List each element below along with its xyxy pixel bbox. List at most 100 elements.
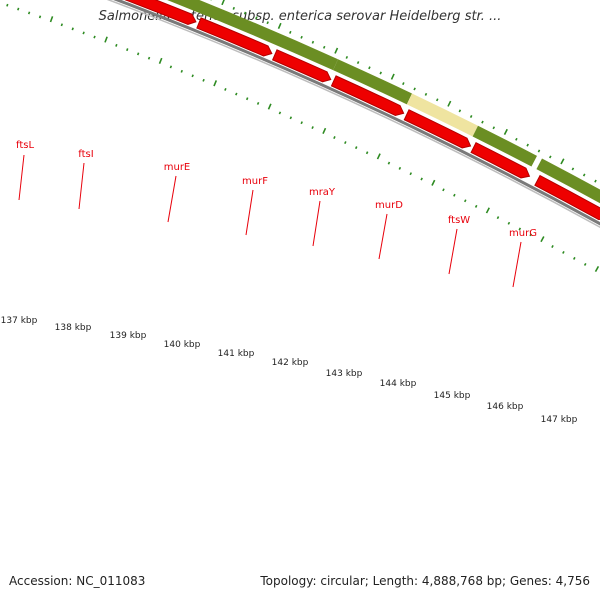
minor-tick: [136, 52, 140, 56]
minor-tick: [235, 92, 238, 96]
feature-segment: [333, 59, 412, 105]
gene-arrow: [271, 49, 332, 83]
gene-arrow: [470, 141, 531, 179]
scale-label: 139 kbp: [110, 331, 147, 341]
major-tick: [267, 103, 272, 110]
gene-label-ftsW: ftsW: [448, 215, 470, 226]
scale-labels: 137 kbp 138 kbp 139 kbp 140 kbp 141 kbp 142 k…: [1, 316, 578, 425]
minor-tick: [518, 227, 522, 231]
minor-tick: [232, 6, 235, 10]
scale-label: 143 kbp: [326, 369, 363, 379]
minor-tick: [354, 146, 358, 150]
gene-arrow: [330, 75, 405, 116]
minor-tick: [582, 173, 586, 177]
scale-label: 138 kbp: [55, 323, 92, 333]
minor-tick: [409, 172, 413, 176]
minor-tick: [469, 114, 473, 118]
minor-tick: [562, 250, 565, 254]
minor-tick: [300, 35, 303, 39]
minor-tick: [496, 216, 500, 220]
gene-label-murD: murD: [375, 200, 403, 211]
minor-tick: [345, 55, 349, 59]
major-tick: [334, 47, 339, 54]
minor-tick: [289, 116, 293, 120]
backbone-line: [106, 0, 600, 229]
gene-arrow-track: [124, 0, 600, 221]
major-tick: [485, 207, 490, 214]
minor-tick: [180, 69, 183, 73]
major-tick: [158, 57, 163, 64]
gene-label-ftsI: ftsI: [78, 149, 93, 160]
minor-tick: [572, 256, 576, 260]
minor-tick: [548, 155, 552, 159]
major-tick: [594, 265, 600, 272]
gene-leader-line: [245, 189, 254, 236]
minor-tick: [311, 126, 314, 130]
minor-tick: [368, 66, 371, 70]
minor-tick: [529, 233, 532, 237]
feature-segment: [536, 158, 600, 204]
gene-leader-line: [312, 200, 321, 247]
minor-tick: [60, 23, 64, 27]
minor-tick: [256, 101, 260, 105]
scale-label: 146 kbp: [487, 402, 524, 412]
minor-tick: [289, 30, 292, 34]
minor-tick: [413, 87, 416, 91]
gene-label-ftsL: ftsL: [16, 140, 34, 151]
minor-tick: [474, 204, 478, 208]
scale-label: 147 kbp: [541, 415, 578, 425]
minor-tick: [481, 120, 484, 124]
minor-tick: [224, 87, 227, 91]
scale-tick-track: [6, 3, 600, 272]
minor-tick: [243, 11, 247, 15]
minor-tick: [463, 199, 467, 203]
minor-tick: [537, 149, 541, 153]
minor-tick: [82, 31, 85, 35]
minor-tick: [379, 71, 382, 75]
minor-tick: [38, 15, 42, 19]
gene-label-murG: murG: [509, 228, 537, 239]
gene-leader-line: [512, 241, 522, 288]
major-tick: [447, 100, 452, 107]
accession-text: Accession: NC_011083: [9, 574, 146, 588]
gene-leader-line: [167, 175, 177, 223]
major-tick: [322, 127, 327, 134]
major-tick: [376, 153, 381, 160]
upper-tick-track: [210, 0, 597, 183]
minor-tick: [71, 27, 74, 31]
major-tick: [560, 158, 565, 165]
feature-track: [166, 0, 600, 204]
major-tick: [503, 128, 508, 136]
minor-tick: [202, 78, 205, 82]
gene-leader-line: [448, 228, 458, 275]
major-tick: [277, 22, 282, 29]
minor-tick: [402, 82, 405, 86]
minor-tick: [435, 98, 439, 102]
minor-tick: [115, 43, 118, 47]
gene-labels: ftsL ftsI murE murF mraY murD ftsW murG: [16, 140, 537, 288]
minor-tick: [126, 48, 129, 52]
gene-arrow: [196, 17, 273, 57]
scale-label: 142 kbp: [272, 358, 309, 368]
minor-tick: [245, 97, 249, 101]
scale-label: 145 kbp: [434, 391, 471, 401]
gene-label-murF: murF: [242, 176, 268, 187]
minor-tick: [365, 151, 369, 155]
minor-tick: [594, 179, 597, 183]
gene-label-murE: murE: [164, 162, 191, 173]
gene-leader-line: [18, 154, 25, 201]
scale-label: 144 kbp: [380, 379, 417, 389]
minor-tick: [278, 111, 282, 115]
scale-label: 140 kbp: [164, 340, 201, 350]
minor-tick: [453, 193, 456, 197]
minor-tick: [420, 177, 423, 181]
minor-tick: [442, 188, 445, 192]
minor-tick: [344, 141, 347, 145]
minor-tick: [398, 166, 402, 170]
minor-tick: [27, 11, 31, 15]
minor-tick: [322, 45, 326, 49]
gene-arrow: [534, 174, 600, 221]
minor-tick: [255, 16, 258, 20]
